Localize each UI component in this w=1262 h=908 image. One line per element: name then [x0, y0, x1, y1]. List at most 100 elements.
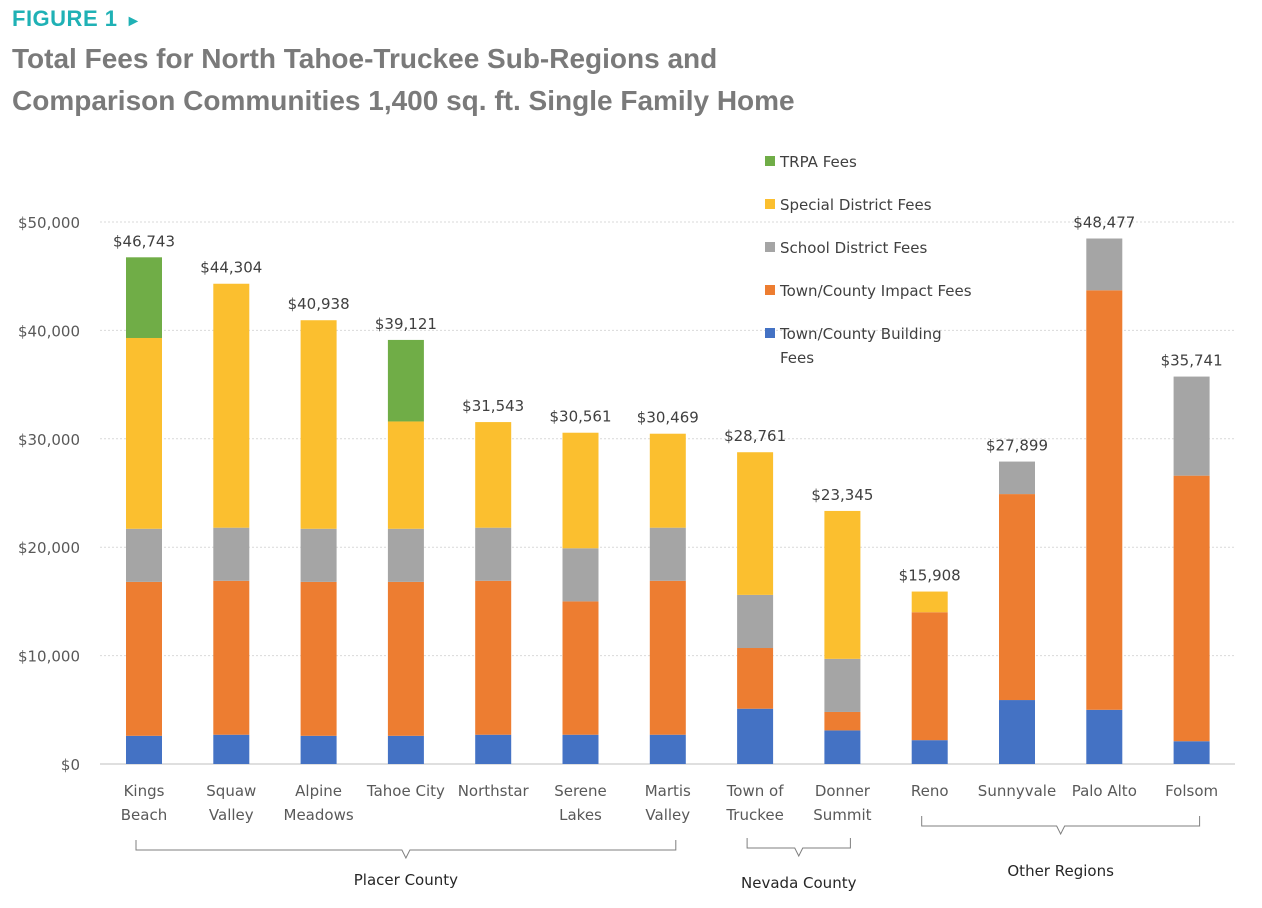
bar-segment — [1086, 238, 1123, 291]
legend-swatch — [765, 199, 775, 209]
play-arrow-icon: ► — [125, 13, 142, 30]
y-tick-label: $0 — [61, 756, 80, 774]
group-brace — [921, 816, 1201, 836]
legend-swatch — [765, 285, 775, 295]
x-tick-label: Serene — [554, 782, 607, 800]
data-label: $39,121 — [375, 315, 437, 333]
group-label: Nevada County — [741, 874, 857, 892]
bar-segment — [387, 528, 424, 582]
bar-segment — [824, 730, 861, 764]
bar-segment — [213, 734, 250, 764]
y-tick-label: $30,000 — [18, 431, 80, 449]
x-tick-label: Tahoe City — [366, 782, 445, 800]
bar-segment — [213, 527, 250, 581]
bar-segment — [126, 581, 162, 736]
bar-segment — [300, 735, 337, 764]
x-tick-label: Reno — [911, 782, 949, 800]
legend-swatch — [765, 328, 775, 338]
legend-swatch — [765, 242, 775, 252]
bar-segment — [649, 580, 686, 735]
bar-segment — [824, 510, 861, 659]
x-tick-label: Sunnyvale — [978, 782, 1056, 800]
legend-swatch — [765, 156, 775, 166]
figure-label-text: FIGURE 1 — [12, 6, 118, 31]
x-tick-label: Summit — [813, 806, 871, 824]
legend-label-continued: Fees — [780, 349, 814, 367]
bar-segment — [999, 700, 1035, 764]
bar-segment — [475, 422, 512, 528]
bar-segment — [475, 580, 512, 735]
bar-segment — [649, 734, 686, 764]
bar-segment — [911, 591, 948, 613]
data-label: $30,469 — [637, 409, 699, 427]
bar-segment — [562, 601, 599, 735]
bar-segment — [300, 528, 337, 582]
legend-label: School District Fees — [780, 239, 927, 257]
bar-segment — [475, 527, 512, 581]
data-label: $30,561 — [549, 408, 611, 426]
x-tick-label: Valley — [209, 806, 254, 824]
data-label: $28,761 — [724, 427, 786, 445]
x-tick-label: Kings — [124, 782, 165, 800]
x-tick-label: Valley — [645, 806, 690, 824]
bar-segment — [737, 648, 774, 709]
bar-segment — [562, 734, 599, 764]
y-tick-label: $40,000 — [18, 322, 80, 340]
bar-segment — [126, 735, 162, 764]
bar-segment — [300, 320, 337, 529]
figure-label: FIGURE 1 ► — [12, 6, 142, 32]
bar-segment — [911, 740, 948, 764]
data-label: $35,741 — [1161, 352, 1223, 370]
data-label: $31,543 — [462, 397, 524, 415]
bar-segment — [387, 581, 424, 736]
x-tick-label: Folsom — [1165, 782, 1218, 800]
bar-segment — [213, 283, 250, 528]
bar-segment — [999, 494, 1035, 701]
data-label: $23,345 — [811, 486, 873, 504]
x-tick-label: Beach — [121, 806, 167, 824]
bar-segment — [213, 580, 250, 735]
bar-segment — [387, 421, 424, 529]
group-brace — [135, 840, 677, 860]
bar-segment — [824, 658, 861, 712]
group-label: Other Regions — [1007, 862, 1114, 880]
data-label: $44,304 — [200, 259, 262, 277]
bar-segment — [562, 548, 599, 602]
bar-segment — [737, 594, 774, 649]
x-tick-label: Alpine — [295, 782, 342, 800]
x-tick-label: Donner — [815, 782, 871, 800]
x-tick-label: Northstar — [458, 782, 530, 800]
bar-segment — [649, 433, 686, 528]
bar-segment — [126, 257, 162, 338]
legend-label: TRPA Fees — [779, 153, 857, 171]
bar-segment — [126, 528, 162, 582]
bar-segment — [1173, 741, 1210, 764]
data-label: $46,743 — [113, 232, 175, 250]
legend-label: Town/County Impact Fees — [779, 282, 972, 300]
y-tick-label: $50,000 — [18, 214, 80, 232]
bar-segment — [562, 432, 599, 549]
data-label: $15,908 — [899, 567, 961, 585]
data-label: $27,899 — [986, 437, 1048, 455]
x-tick-label: Martis — [645, 782, 691, 800]
data-label: $40,938 — [288, 295, 350, 313]
bar-segment — [737, 452, 774, 595]
bar-segment — [1086, 709, 1123, 764]
bar-segment — [300, 581, 337, 736]
chart-title-line-2: Comparison Communities 1,400 sq. ft. Sin… — [12, 85, 795, 116]
bar-segment — [999, 461, 1035, 495]
data-label: $48,477 — [1073, 214, 1135, 232]
group-brace — [746, 838, 851, 858]
chart-title: Total Fees for North Tahoe-Truckee Sub-R… — [12, 38, 912, 122]
y-tick-label: $10,000 — [18, 648, 80, 666]
x-tick-label: Lakes — [559, 806, 602, 824]
chart-title-line-1: Total Fees for North Tahoe-Truckee Sub-R… — [12, 43, 718, 74]
x-tick-label: Town of — [726, 782, 785, 800]
x-tick-label: Palo Alto — [1072, 782, 1137, 800]
group-label: Placer County — [354, 871, 458, 889]
bar-segment — [387, 339, 424, 422]
y-tick-label: $20,000 — [18, 539, 80, 557]
bar-segment — [475, 734, 512, 764]
bar-segment — [911, 612, 948, 741]
bar-segment — [1173, 376, 1210, 476]
